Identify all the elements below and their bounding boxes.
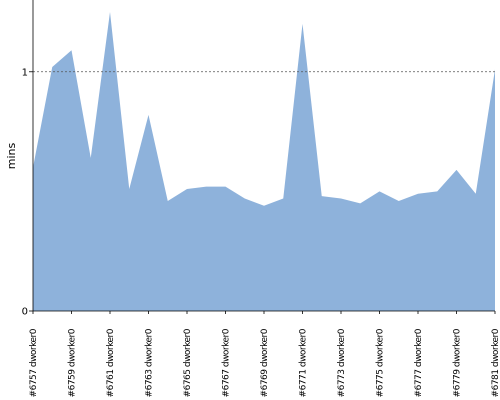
x-tick-label: #6777 dworker0 [414,328,424,397]
y-tick-label: 1 [22,67,28,78]
x-tick-label: #6775 dworker0 [376,328,386,397]
y-tick-label: 0 [22,307,28,318]
area-series [33,11,495,312]
x-tick-label: #6771 dworker0 [299,328,309,397]
x-tick-label: #6781 dworker0 [491,328,500,397]
x-tick-label: #6757 dworker0 [29,328,39,397]
x-tick-label: #6779 dworker0 [453,328,463,397]
x-tick-label: #6769 dworker0 [260,328,270,397]
plot-area: 0 1 #6757 dworker0 #6759 dworker0 #6761 dwor… [22,0,500,397]
x-tick-label: #6759 dworker0 [68,328,78,397]
x-tick-label: #6763 dworker0 [145,328,155,397]
x-tick-label: #6773 dworker0 [337,328,347,397]
y-axis-label: mins [5,142,18,169]
x-tick-label: #6761 dworker0 [106,328,116,397]
x-tick-label: #6767 dworker0 [222,328,232,397]
x-tick-label: #6765 dworker0 [183,328,193,397]
